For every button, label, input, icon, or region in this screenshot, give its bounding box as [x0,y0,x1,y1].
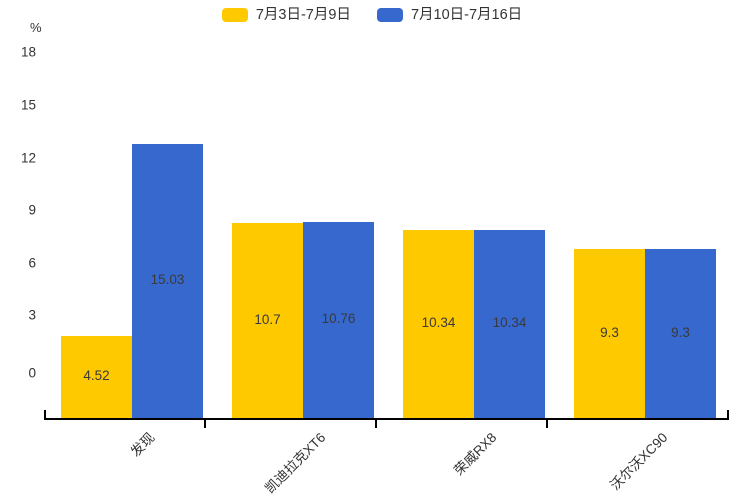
y-axis-unit-label: % [30,20,42,35]
x-axis-category-label: 发现 [127,429,158,460]
x-axis-tick [375,420,377,428]
bar-value-label: 10.7 [254,312,281,327]
y-tick-label: 3 [28,307,36,323]
bar-value-label: 10.34 [492,315,527,330]
legend-label-series-b: 7月10日-7月16日 [410,7,523,23]
bar-value-label: 9.3 [600,325,619,340]
y-tick-label: 12 [20,150,36,166]
x-axis-tick [546,420,548,428]
legend-swatch-series-a [221,8,248,23]
bar[interactable]: 9.3 [645,249,716,418]
bar-value-label: 10.34 [421,315,456,330]
bar-value-label: 10.76 [321,311,356,326]
y-tick-label: 15 [20,97,36,113]
x-axis-category-label: 荣威RX8 [451,429,500,479]
bar-value-label: 15.03 [150,272,185,287]
bar-groups: 4.52 15.03 10.7 10.76 10.34 10.34 9.3 9.3 [44,45,728,418]
y-tick-label: 9 [28,202,36,218]
bar[interactable]: 10.34 [403,230,474,418]
y-tick-label: 0 [28,365,36,381]
y-tick-label: 6 [28,255,36,271]
bar[interactable]: 15.03 [132,144,203,418]
legend-item-series-b[interactable]: 7月10日-7月16日 [376,7,523,23]
x-axis-category-label: 凯迪拉克XT6 [262,429,329,497]
bar[interactable]: 9.3 [574,249,645,418]
legend-label-series-a: 7月3日-7月9日 [255,7,351,23]
y-tick-label: 18 [20,44,36,60]
x-axis-tick [204,420,206,428]
x-axis-right-cap [727,410,729,418]
bar-value-label: 4.52 [83,368,110,383]
bar-value-label: 9.3 [671,325,690,340]
bar[interactable]: 10.7 [232,223,303,418]
x-axis-category-label: 沃尔沃XC90 [607,429,671,493]
bar[interactable]: 10.34 [474,230,545,418]
bar[interactable]: 4.52 [61,336,132,418]
bar[interactable]: 10.76 [303,222,374,418]
legend-swatch-series-b [376,8,403,23]
x-axis-line [44,418,729,420]
x-axis-left-cap [44,410,46,418]
plot-area: 18 15 12 9 6 3 0 4.52 15.03 10.7 10.76 10.34… [21,45,729,496]
legend-item-series-a[interactable]: 7月3日-7月9日 [221,7,351,23]
chart-legend: 7月3日-7月9日 7月10日-7月16日 [0,8,744,23]
